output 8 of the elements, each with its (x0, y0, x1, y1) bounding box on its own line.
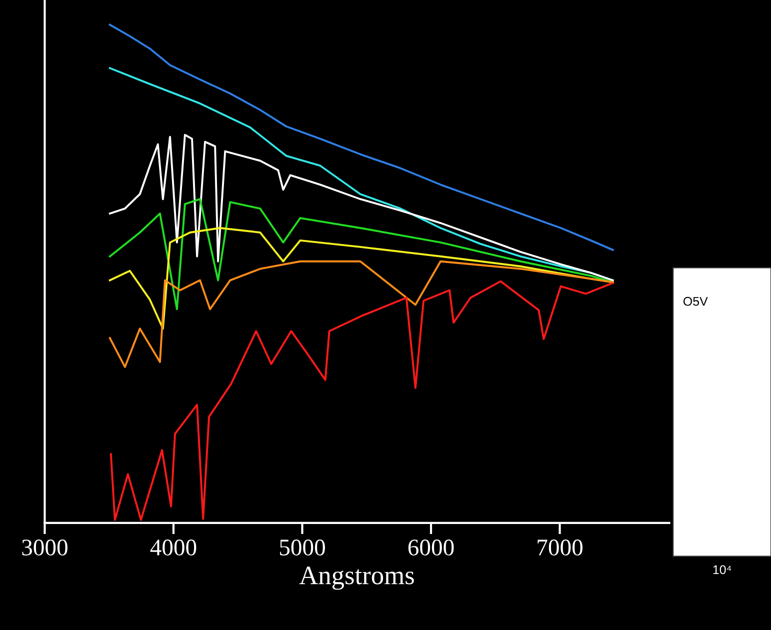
x-axis-title: Angstroms (299, 566, 414, 590)
x-tick-label: 4000 (150, 540, 196, 556)
text: O5V (683, 296, 708, 306)
text: 10⁴ (713, 565, 732, 574)
x-tick-label: 3000 (22, 540, 68, 556)
x-tick-label: 7000 (538, 540, 582, 556)
x-tick-label: 6000 (408, 540, 454, 556)
x-tick-label: 5000 (280, 540, 325, 556)
